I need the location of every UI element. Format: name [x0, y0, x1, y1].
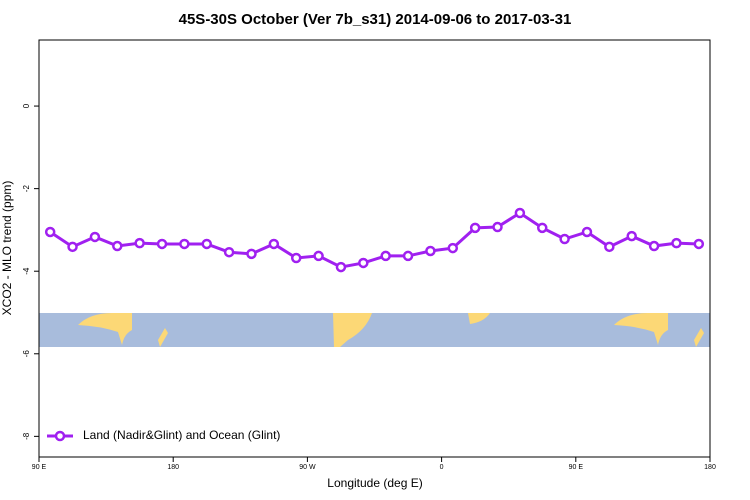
point — [514, 207, 526, 219]
point — [179, 238, 190, 250]
point — [447, 242, 459, 254]
point — [492, 221, 503, 233]
point — [290, 252, 302, 264]
point — [89, 231, 101, 243]
x-tick-label: 0 — [440, 464, 444, 471]
point — [313, 250, 324, 262]
land — [694, 328, 704, 347]
point — [335, 261, 347, 273]
y-tick-label: -2 — [22, 185, 31, 193]
point — [469, 222, 481, 234]
point — [648, 240, 660, 252]
point — [134, 237, 145, 249]
land — [468, 313, 490, 324]
point — [559, 233, 570, 245]
y-tick-label: -4 — [22, 267, 31, 275]
legend-label: Land (Nadir&Glint) and Ocean (Glint) — [83, 428, 280, 442]
point — [223, 246, 235, 258]
x-tick-label: 180 — [704, 464, 716, 471]
x-tick-label: 90 E — [569, 464, 584, 471]
point — [604, 241, 615, 253]
land — [614, 313, 668, 345]
point — [537, 222, 548, 234]
point — [156, 238, 168, 250]
plot-frame — [38, 39, 711, 458]
x-tick-label: 90 E — [32, 464, 47, 471]
point — [112, 240, 123, 252]
land — [158, 328, 168, 347]
point — [268, 238, 280, 250]
x-axis-label: Longitude (deg E) — [327, 476, 422, 490]
point — [693, 238, 705, 250]
point — [44, 226, 56, 238]
point — [201, 238, 212, 250]
point — [380, 250, 391, 262]
point — [402, 250, 414, 262]
ocean — [39, 313, 710, 347]
x-tick-label: 180 — [167, 464, 179, 471]
point — [671, 237, 682, 249]
y-tick-label: -8 — [22, 432, 31, 440]
point — [67, 241, 78, 253]
series-line — [49, 211, 699, 269]
point — [358, 257, 369, 269]
land — [333, 313, 372, 347]
point — [581, 226, 593, 238]
chart-title: 45S-30S October (Ver 7b_s31) 2014-09-06 … — [179, 11, 572, 28]
land — [78, 313, 132, 345]
point — [425, 245, 436, 257]
point — [246, 248, 257, 260]
legend-marker — [54, 430, 66, 442]
map-strip — [39, 313, 710, 347]
y-axis-label: XCO2 - MLO trend (ppm) — [0, 181, 14, 316]
y-tick-label: -6 — [22, 350, 31, 358]
x-tick-label: 90 W — [299, 464, 316, 471]
point — [626, 230, 637, 242]
y-tick-label: 0 — [22, 103, 31, 108]
